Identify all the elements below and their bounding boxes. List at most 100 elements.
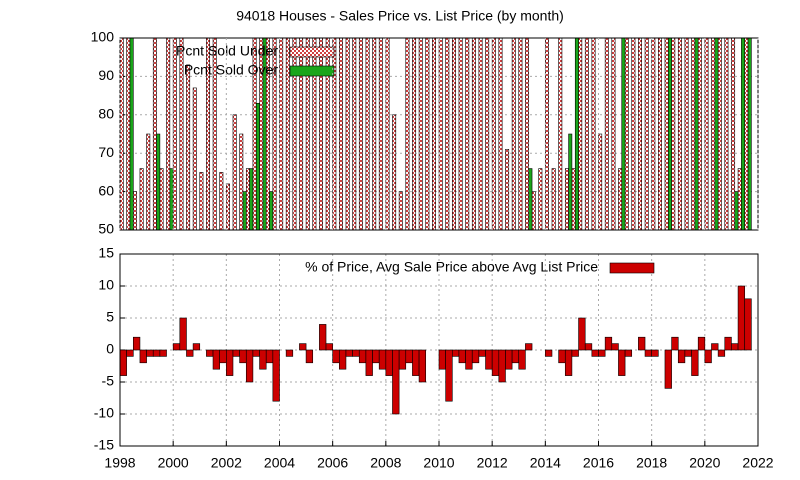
x-tick-label: 2018 (636, 455, 667, 471)
bar (332, 349, 340, 364)
bar (684, 349, 692, 357)
x-tick-label: 2000 (158, 455, 189, 471)
legend-swatch (289, 65, 335, 77)
bar (511, 349, 520, 364)
bar (272, 38, 277, 230)
bar (345, 349, 353, 357)
bar (146, 349, 154, 357)
bar (611, 343, 619, 351)
y-tick-label: 70 (98, 144, 114, 160)
bar (731, 343, 739, 351)
bar (282, 229, 287, 230)
bar (564, 168, 569, 230)
y-tick-label: 0 (106, 341, 114, 357)
bar (528, 168, 533, 230)
bar (425, 38, 430, 230)
bar (176, 229, 181, 230)
bar (737, 168, 742, 230)
bar (358, 349, 367, 364)
bar (120, 38, 124, 230)
bar (405, 349, 413, 364)
bar (255, 102, 260, 230)
bar (186, 349, 194, 357)
bar (618, 349, 626, 376)
bar (651, 349, 659, 357)
bar (159, 349, 167, 357)
bar (734, 191, 739, 230)
bar (398, 191, 403, 230)
bar (661, 229, 666, 230)
bar (731, 38, 736, 230)
bar (152, 38, 157, 230)
legend-swatch (609, 262, 655, 274)
bar (631, 38, 636, 230)
bar (608, 229, 613, 230)
bar (159, 168, 164, 230)
bar (737, 285, 746, 351)
bar (525, 38, 530, 230)
bar (372, 38, 377, 230)
bar (551, 168, 556, 230)
bar (667, 38, 672, 230)
bar (179, 38, 184, 230)
bar (511, 38, 516, 230)
bar (638, 336, 646, 351)
bar (654, 229, 659, 230)
x-tick-label: 2008 (370, 455, 401, 471)
bar (727, 229, 732, 230)
bar (724, 38, 729, 230)
x-tick-label: 2010 (423, 455, 454, 471)
bar (711, 38, 716, 230)
bar (638, 38, 642, 230)
y-tick-label: 90 (98, 67, 114, 83)
bar (378, 349, 387, 370)
bar (199, 172, 204, 230)
bar (209, 229, 214, 230)
bar (305, 38, 310, 230)
bar (558, 349, 566, 364)
bar (262, 38, 267, 230)
bar (132, 191, 137, 230)
bar (498, 38, 503, 230)
bar (671, 336, 679, 351)
bar (604, 38, 609, 230)
bar (591, 38, 596, 230)
bar (621, 38, 626, 230)
bar (312, 38, 317, 230)
bar (385, 349, 393, 376)
bar (206, 38, 211, 230)
bar (232, 114, 237, 230)
bar (219, 172, 224, 230)
y-tick-label: 50 (98, 221, 114, 237)
bar (531, 191, 536, 230)
bar (644, 38, 649, 230)
bar (604, 336, 613, 351)
bar (458, 349, 466, 364)
bar (272, 349, 280, 402)
bar (172, 343, 181, 351)
y-tick-label: 10 (98, 277, 114, 293)
bar (498, 349, 506, 383)
bar (405, 38, 410, 230)
bar (697, 38, 702, 230)
bar (478, 349, 486, 357)
bar (558, 38, 563, 230)
bar (216, 229, 220, 230)
bar (591, 349, 599, 357)
bar (704, 349, 712, 364)
plot-frame (119, 253, 759, 447)
bar (239, 349, 247, 364)
bar (398, 349, 407, 370)
plot-area (120, 38, 752, 230)
bar (687, 229, 692, 230)
bar (229, 229, 234, 230)
bar (485, 349, 493, 370)
bar (239, 133, 244, 230)
bar (598, 349, 606, 357)
bar (339, 349, 347, 370)
bar (545, 349, 553, 357)
bar (166, 38, 171, 230)
bar (691, 38, 696, 230)
bar (358, 38, 363, 230)
